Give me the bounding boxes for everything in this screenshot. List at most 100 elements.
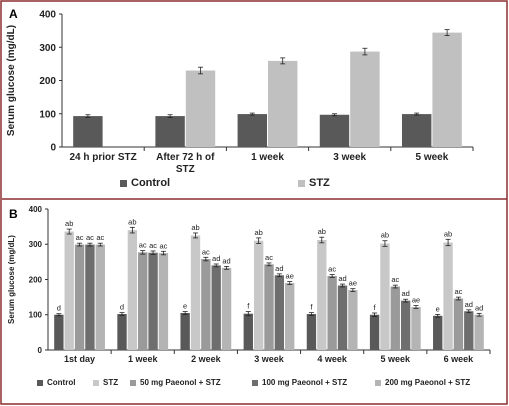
bar-significance-label: ad — [401, 289, 409, 298]
legend-label: 50 mg Paeonol + STZ — [140, 378, 221, 387]
x-category-label: 4 week — [317, 354, 348, 364]
bar — [443, 242, 453, 350]
bar-significance-label: f — [310, 303, 313, 312]
bar-significance-label: ab — [191, 223, 199, 232]
bar — [268, 60, 298, 147]
bar — [253, 240, 264, 350]
bar-significance-label: e — [183, 302, 187, 311]
y-axis-label: Serum glucose (mg/dL) — [6, 25, 17, 136]
bar — [350, 51, 380, 148]
bar — [237, 114, 267, 147]
legend-label: STZ — [309, 177, 330, 189]
x-category-label: 6 week — [444, 354, 475, 364]
bar-significance-label: ac — [159, 241, 167, 250]
bar — [73, 116, 103, 147]
bar — [306, 314, 317, 350]
bar — [211, 265, 221, 350]
bar — [54, 314, 64, 350]
legend-swatch — [130, 380, 136, 386]
bar — [433, 315, 443, 350]
bar-significance-label: ad — [338, 274, 346, 283]
bar-significance-label: ae — [412, 296, 420, 305]
bar — [274, 275, 285, 350]
bar — [400, 300, 411, 350]
bar — [85, 244, 95, 350]
y-tick-label: 0 — [38, 346, 43, 355]
x-category-label: 2 week — [191, 354, 222, 364]
bar — [127, 230, 138, 350]
y-tick-label: 300 — [29, 240, 43, 249]
bar — [401, 114, 432, 147]
x-category-label: 1st day — [64, 354, 95, 364]
bar-significance-label: ab — [254, 228, 262, 237]
x-category-label-line: STZ — [176, 164, 195, 175]
legend-swatch — [298, 180, 305, 187]
x-category-label: 5 week — [415, 152, 448, 163]
legend-swatch — [93, 380, 99, 386]
y-tick-label: 100 — [29, 311, 43, 320]
legend-swatch — [375, 380, 381, 386]
x-category-label: 1 week — [128, 354, 159, 364]
bar-significance-label: d — [120, 303, 124, 312]
panel-label: A — [9, 7, 18, 21]
bar — [190, 235, 201, 350]
bar-significance-label: ac — [86, 233, 94, 242]
bar-significance-label: ab — [381, 231, 389, 240]
x-category-label-line: 24 h prior STZ — [69, 152, 136, 163]
x-category-label: 3 week — [333, 152, 366, 163]
bar-significance-label: ae — [349, 279, 357, 288]
x-category-label-line: After 72 h of — [156, 152, 215, 163]
bar-significance-label: ab — [128, 217, 136, 226]
bar-significance-label: ad — [275, 264, 283, 273]
bar-significance-label: ac — [202, 247, 210, 256]
legend-label: Control — [47, 378, 75, 387]
legend-swatch — [252, 380, 258, 386]
bar-significance-label: ad — [475, 303, 483, 312]
x-category-label: 5 week — [381, 354, 412, 364]
bar-significance-label: ac — [391, 275, 399, 284]
y-tick-label: 200 — [39, 76, 56, 87]
bar-significance-label: e — [436, 304, 440, 313]
bar — [95, 244, 105, 350]
bar-significance-label: f — [374, 303, 377, 312]
bar — [327, 275, 337, 350]
x-category-label: 3 week — [254, 354, 285, 364]
bar — [317, 240, 327, 350]
bar-significance-label: ac — [149, 241, 157, 250]
bar — [390, 286, 400, 350]
bar — [64, 231, 74, 350]
bar — [380, 243, 390, 350]
legend-label: Control — [131, 177, 170, 189]
bar-significance-label: ab — [444, 229, 452, 238]
bar — [138, 252, 148, 350]
bar-significance-label: ac — [328, 265, 336, 274]
bar — [158, 253, 169, 350]
bar — [117, 314, 127, 350]
bar — [348, 290, 358, 350]
bar — [474, 314, 484, 350]
bar-significance-label: ad — [222, 256, 230, 265]
bar — [221, 267, 232, 350]
legend-swatch — [37, 380, 43, 386]
bar-significance-label: f — [247, 302, 250, 311]
bar — [453, 298, 464, 350]
bar-significance-label: ac — [76, 233, 84, 242]
x-category-label: After 72 h of STZ — [156, 152, 215, 175]
bar — [285, 283, 295, 350]
bar — [319, 114, 350, 147]
y-tick-label: 400 — [29, 205, 43, 214]
panel-label: B — [9, 207, 18, 221]
bar — [148, 252, 158, 350]
y-tick-label: 400 — [39, 10, 56, 21]
bar-significance-label: ad — [212, 254, 220, 263]
y-tick-label: 200 — [29, 275, 43, 284]
bar-significance-label: d — [57, 304, 61, 313]
bar — [432, 32, 462, 148]
x-category-label: 1 week — [251, 152, 284, 163]
legend-swatch — [120, 180, 127, 187]
y-tick-label: 100 — [39, 109, 56, 120]
bar — [411, 306, 421, 350]
bar — [185, 70, 216, 147]
